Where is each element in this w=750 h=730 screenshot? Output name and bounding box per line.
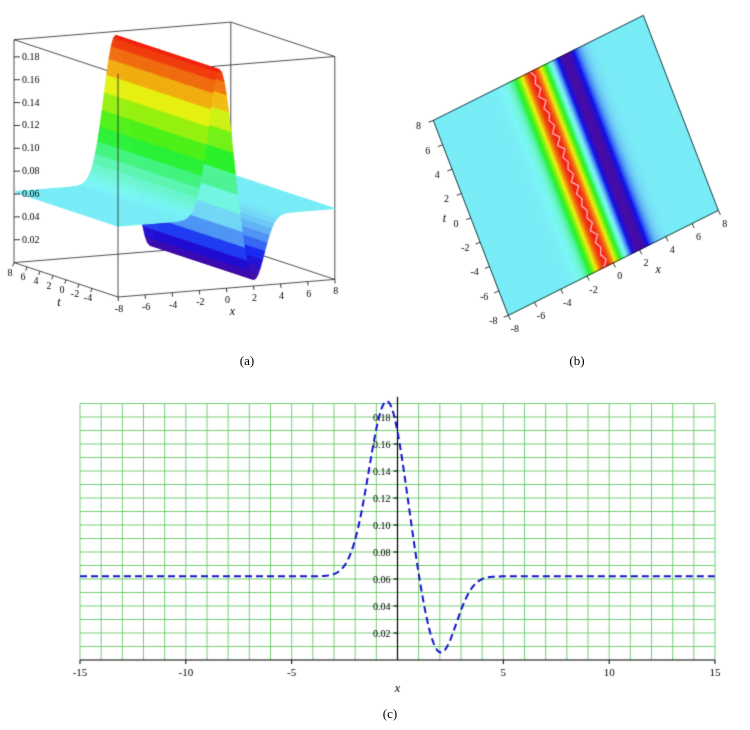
density-plot-top-view xyxy=(388,0,750,345)
caption-c: (c) xyxy=(382,706,398,721)
caption-b: (b) xyxy=(569,353,585,368)
line-plot xyxy=(0,388,750,718)
caption-a: (a) xyxy=(239,353,255,368)
surface-plot-3d xyxy=(0,0,380,345)
